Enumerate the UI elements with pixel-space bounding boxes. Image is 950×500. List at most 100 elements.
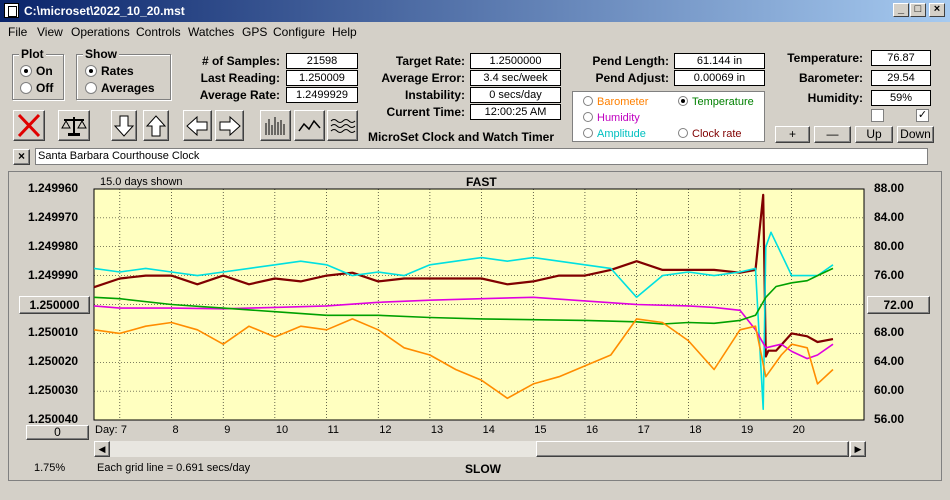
series-barometer <box>93 318 834 400</box>
center-rate-button[interactable]: 1.250000 <box>19 296 90 314</box>
minimize-button[interactable]: _ <box>893 3 909 17</box>
y-right-tick-label: 88.00 <box>874 181 905 195</box>
menu-controls[interactable]: Controls <box>136 25 181 39</box>
last-reading-label: Last Reading: <box>200 71 280 85</box>
clear-data-button[interactable] <box>13 110 45 141</box>
current-time-label: Current Time: <box>386 105 465 119</box>
day-axis-label: Day: <box>95 424 118 436</box>
menu-watches[interactable]: Watches <box>188 25 235 39</box>
scale-minus-button[interactable]: — <box>814 126 851 143</box>
plot-off-radio[interactable]: Off <box>20 81 53 95</box>
clear-name-button[interactable]: × <box>13 149 30 165</box>
app-icon[interactable] <box>4 3 19 18</box>
radio-dot-icon <box>583 128 593 138</box>
menu-view[interactable]: View <box>37 25 63 39</box>
menu-configure[interactable]: Configure <box>273 25 326 39</box>
x-tick-label: 14 <box>482 424 495 436</box>
line-view-button[interactable] <box>294 110 325 141</box>
y-left-tick-label: 1.249970 <box>28 209 79 224</box>
sensor-option-temperature[interactable]: Temperature <box>678 96 754 108</box>
radio-dot-icon <box>85 82 97 94</box>
scrollbar-thumb[interactable] <box>536 441 849 457</box>
menu-help[interactable]: Help <box>332 25 357 39</box>
radio-dot-icon <box>85 65 97 77</box>
average-error-label: Average Error: <box>381 71 465 85</box>
plot-on-radio[interactable]: On <box>20 64 53 78</box>
percent-label: 1.75% <box>34 462 66 474</box>
offset-button[interactable]: 0 <box>26 425 89 440</box>
bar-view-button[interactable] <box>260 110 291 141</box>
center-sensor-button[interactable]: 72.00 <box>867 296 930 314</box>
scroll-left-button[interactable] <box>183 110 212 141</box>
sensor-select-box: Barometer Temperature Humidity Amplitude… <box>572 91 765 142</box>
scale-up-button[interactable]: Up <box>855 126 893 143</box>
sensor-label-humidity: Humidity <box>597 112 640 124</box>
pend-adjust-label: Pend Adjust: <box>595 71 669 85</box>
average-error-value: 3.4 sec/week <box>470 70 561 86</box>
x-tick-label: 17 <box>637 424 650 436</box>
checkbox-2[interactable]: ✓ <box>916 109 929 122</box>
fast-label: FAST <box>466 175 497 189</box>
x-tick-label: 8 <box>172 424 179 436</box>
pend-length-label: Pend Length: <box>592 54 669 68</box>
scale-down-button[interactable]: Down <box>897 126 934 143</box>
y-left-tick-label: 1.250030 <box>28 383 79 398</box>
scroll-right-button[interactable] <box>215 110 244 141</box>
y-left-tick-label: 1.249980 <box>28 238 79 253</box>
window-title: C:\microset\2022_10_20.mst <box>24 4 185 18</box>
maximize-button[interactable]: □ <box>910 3 926 17</box>
show-rates-radio[interactable]: Rates <box>85 64 134 78</box>
watch-name-input[interactable]: Santa Barbara Courthouse Clock <box>35 148 928 165</box>
y-right-tick-label: 56.00 <box>874 412 905 426</box>
radio-dot-icon <box>583 96 593 106</box>
y-left-tick-label: 1.249990 <box>28 267 79 282</box>
red-x-icon <box>17 113 41 138</box>
checkbox-1[interactable] <box>871 109 884 122</box>
series-humidity <box>93 296 834 360</box>
y-left-tick-label: 1.250010 <box>28 325 79 340</box>
average-rate-label: Average Rate: <box>199 88 280 102</box>
barometer-value: 29.54 <box>871 70 931 86</box>
scroll-left-arrow-icon[interactable]: ◀ <box>94 441 110 457</box>
line-graph-icon <box>298 119 321 132</box>
sensor-option-humidity[interactable]: Humidity <box>583 112 640 124</box>
target-rate-value[interactable]: 1.2500000 <box>470 53 561 69</box>
scale-plus-button[interactable]: + <box>775 126 810 143</box>
series-temperature <box>93 267 834 325</box>
show-group: Show Rates Averages <box>76 47 171 100</box>
sensor-option-barometer[interactable]: Barometer <box>583 96 648 108</box>
x-tick-label: 19 <box>740 424 754 436</box>
app-subtitle: MicroSet Clock and Watch Timer <box>367 130 555 144</box>
humidity-label: Humidity: <box>807 91 863 105</box>
menu-bar: File View Operations Controls Watches GP… <box>0 22 950 42</box>
wave-lines-icon <box>330 119 356 133</box>
radio-dot-icon <box>583 112 593 122</box>
sensor-label-amplitude: Amplitude <box>597 128 646 140</box>
y-left-tick-label: 1.250040 <box>28 412 79 426</box>
days-shown-label: 15.0 days shown <box>100 176 183 188</box>
scroll-right-arrow-icon[interactable]: ▶ <box>850 441 866 457</box>
average-rate-value: 1.2499929 <box>286 87 358 103</box>
y-right-tick-label: 68.00 <box>874 325 905 340</box>
chart-panel <box>8 171 942 481</box>
show-averages-radio[interactable]: Averages <box>85 81 155 95</box>
sensor-option-clock-rate[interactable]: Clock rate <box>678 128 742 140</box>
menu-gps[interactable]: GPS <box>242 25 268 39</box>
move-down-button[interactable] <box>111 110 137 141</box>
horizontal-scrollbar[interactable]: ◀ ▶ <box>94 441 866 457</box>
last-reading-value: 1.250009 <box>286 70 358 86</box>
menu-file[interactable]: File <box>8 25 28 39</box>
instability-label: Instability: <box>404 88 465 102</box>
balance-button[interactable] <box>58 110 90 141</box>
wave-view-button[interactable] <box>327 110 358 141</box>
close-window-button[interactable]: × <box>929 3 945 17</box>
pend-length-value[interactable]: 61.144 in <box>674 53 765 69</box>
menu-operations[interactable]: Operations <box>71 25 130 39</box>
radio-dot-icon <box>678 128 688 138</box>
radio-dot-icon <box>20 82 32 94</box>
x-tick-label: 15 <box>534 424 547 436</box>
sensor-option-amplitude[interactable]: Amplitude <box>583 128 646 140</box>
barometer-label: Barometer: <box>798 71 863 85</box>
move-up-button[interactable] <box>143 110 169 141</box>
